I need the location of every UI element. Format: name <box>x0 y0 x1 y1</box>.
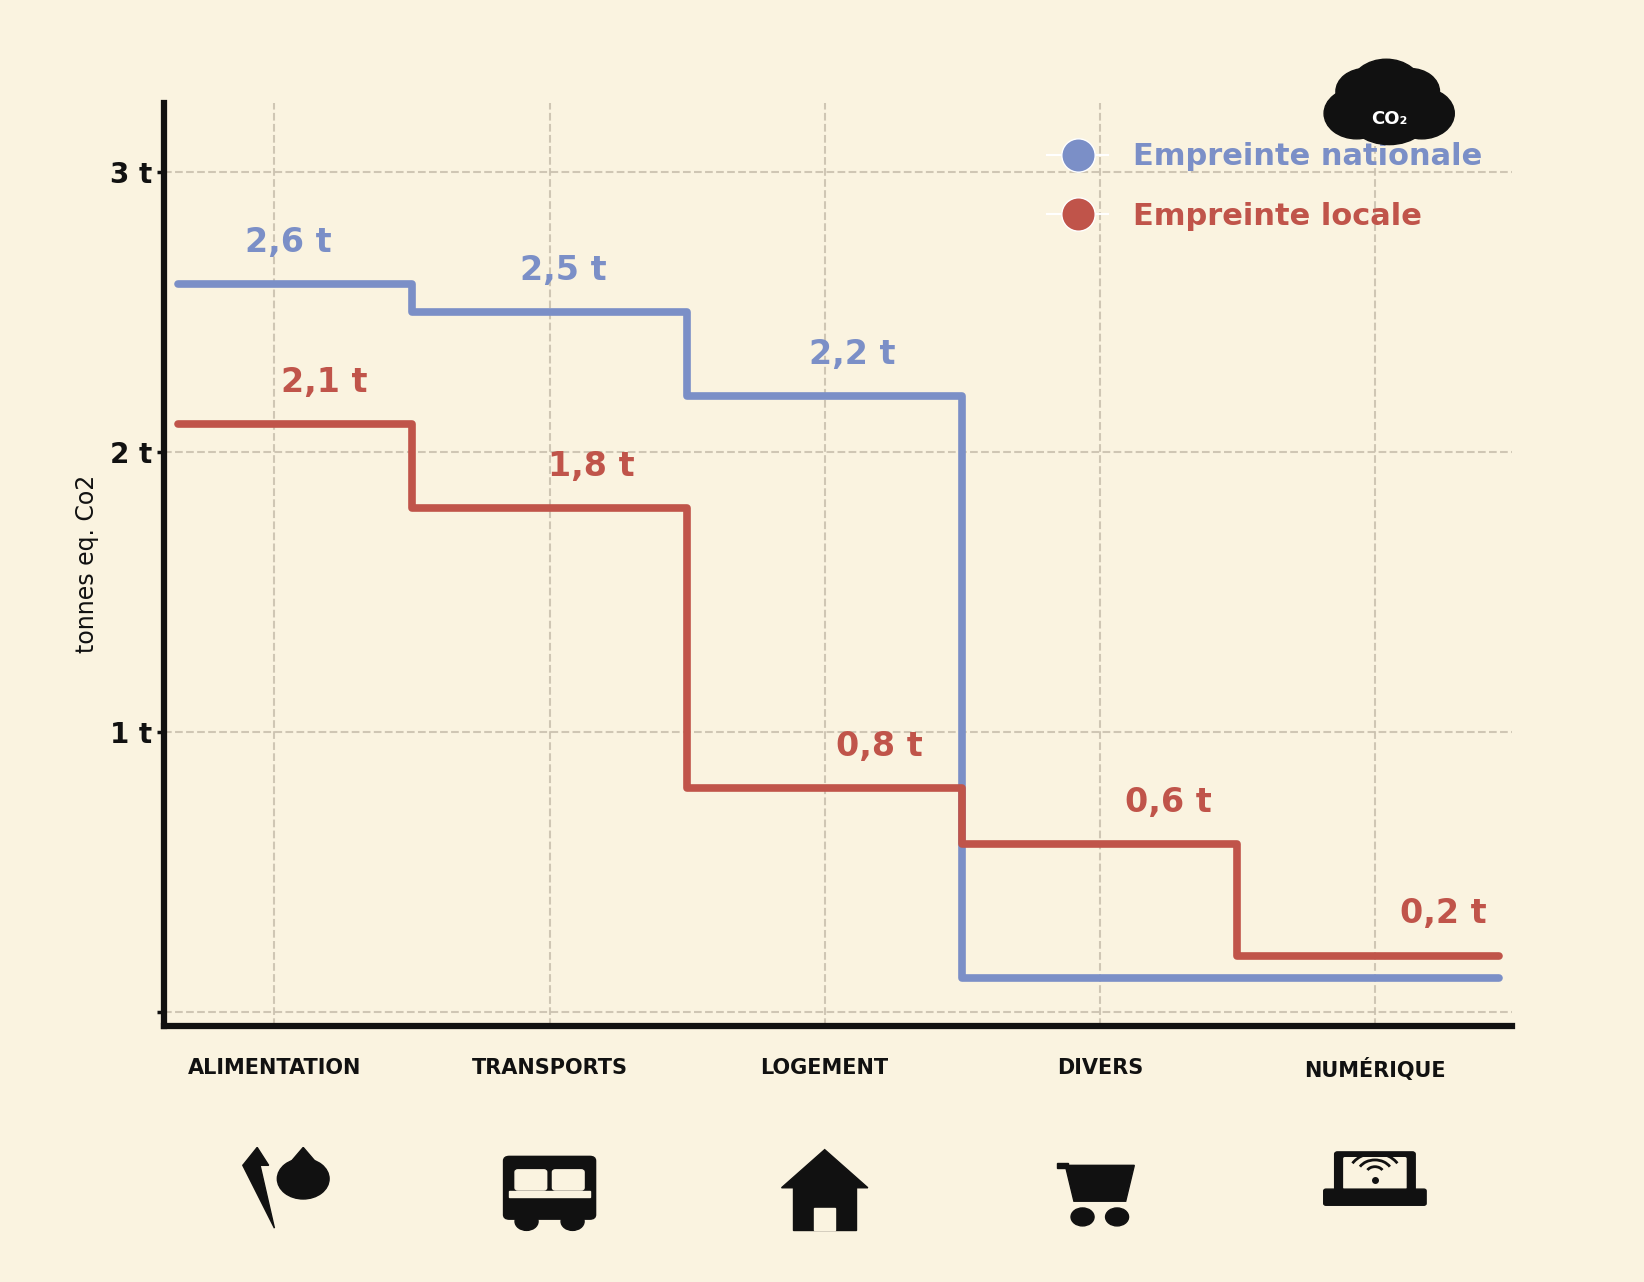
Text: 0,2 t: 0,2 t <box>1401 897 1488 931</box>
FancyBboxPatch shape <box>1343 1158 1406 1188</box>
Bar <box>510 1191 590 1197</box>
Circle shape <box>278 1159 329 1199</box>
Polygon shape <box>1065 1165 1134 1201</box>
Circle shape <box>1351 59 1422 114</box>
Polygon shape <box>291 1147 314 1165</box>
Text: NUMÉRIQUE: NUMÉRIQUE <box>1304 1058 1445 1081</box>
Text: 0,8 t: 0,8 t <box>837 729 922 763</box>
Y-axis label: tonnes eq. Co2: tonnes eq. Co2 <box>76 474 99 654</box>
Circle shape <box>1389 88 1455 138</box>
FancyBboxPatch shape <box>503 1156 595 1219</box>
Circle shape <box>515 1213 538 1231</box>
Circle shape <box>561 1213 584 1231</box>
Text: CO₂: CO₂ <box>1371 110 1407 128</box>
Circle shape <box>1337 68 1396 114</box>
Bar <box>814 1208 835 1231</box>
Text: LOGEMENT: LOGEMENT <box>761 1058 889 1078</box>
Polygon shape <box>243 1147 268 1165</box>
Text: 2,1 t: 2,1 t <box>281 367 367 399</box>
Text: TRANSPORTS: TRANSPORTS <box>472 1058 628 1078</box>
Circle shape <box>1345 76 1434 145</box>
Text: ALIMENTATION: ALIMENTATION <box>187 1058 362 1078</box>
Bar <box>1057 1163 1069 1168</box>
Text: 2,6 t: 2,6 t <box>245 226 332 259</box>
FancyBboxPatch shape <box>552 1169 584 1190</box>
Text: 2,5 t: 2,5 t <box>520 254 607 287</box>
Circle shape <box>1381 68 1440 114</box>
Circle shape <box>1323 88 1389 138</box>
Circle shape <box>1070 1208 1093 1226</box>
Bar <box>792 1186 857 1231</box>
Text: 2,2 t: 2,2 t <box>809 338 896 370</box>
Legend: Empreinte nationale, Empreinte locale: Empreinte nationale, Empreinte locale <box>1032 127 1498 246</box>
Text: 0,6 t: 0,6 t <box>1124 786 1212 819</box>
Text: DIVERS: DIVERS <box>1057 1058 1143 1078</box>
FancyBboxPatch shape <box>515 1169 547 1190</box>
Polygon shape <box>243 1165 275 1228</box>
FancyBboxPatch shape <box>1323 1190 1425 1205</box>
Text: 1,8 t: 1,8 t <box>547 450 635 483</box>
Polygon shape <box>781 1150 868 1187</box>
FancyBboxPatch shape <box>1335 1151 1415 1195</box>
Circle shape <box>1105 1208 1128 1226</box>
